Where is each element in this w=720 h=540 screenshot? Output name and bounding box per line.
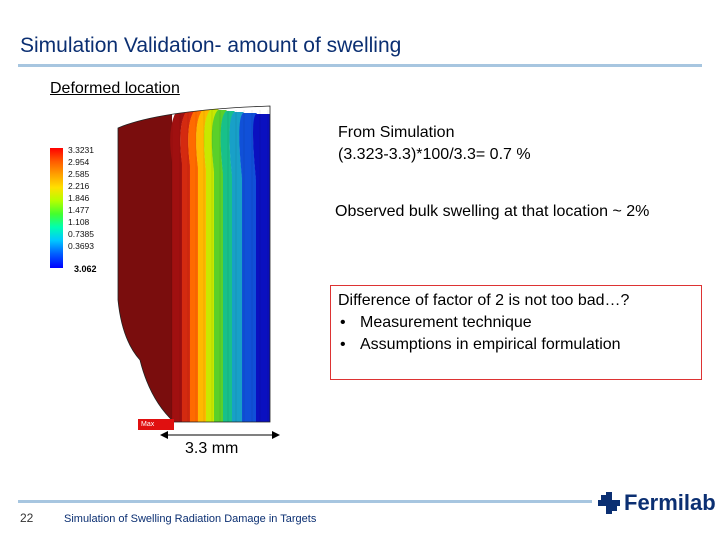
legend-color-bar <box>50 148 63 268</box>
fermilab-logo: Fermilab <box>598 488 716 518</box>
contour-band <box>220 111 235 422</box>
bullet-item: Measurement technique <box>338 312 701 334</box>
difference-heading: Difference of factor of 2 is not too bad… <box>338 292 630 309</box>
legend-labels: 3.3231 2.954 2.585 2.216 1.846 1.477 1.1… <box>68 144 94 252</box>
footer-text: Simulation of Swelling Radiation Damage … <box>64 513 317 525</box>
dimension-label: 3.3 mm <box>185 440 239 457</box>
legend-label: 2.216 <box>68 181 90 191</box>
simulation-line: From Simulation <box>338 124 455 141</box>
page-number: 22 <box>20 511 34 525</box>
footer-divider <box>18 500 592 503</box>
legend-label: 3.3231 <box>68 145 94 155</box>
contour-band <box>239 113 257 422</box>
title-divider <box>18 64 702 67</box>
observed-swelling: Observed bulk swelling at that location … <box>335 203 650 220</box>
contour-band <box>196 108 212 422</box>
difference-box: Difference of factor of 2 is not too bad… <box>330 285 702 380</box>
dimension-arrow <box>160 431 280 439</box>
legend-label: 0.3693 <box>68 241 94 251</box>
simulation-result: From Simulation (3.323-3.3)*100/3.3= 0.7… <box>338 122 531 166</box>
contour-band <box>180 106 198 422</box>
contour-bands <box>118 106 270 422</box>
logo-text: Fermilab <box>624 490 716 515</box>
max-tag: Max <box>138 419 174 430</box>
legend-min-value: 3.062 <box>74 264 97 274</box>
bullet-item: Assumptions in empirical formulation <box>338 334 701 356</box>
legend-label: 1.477 <box>68 205 90 215</box>
legend-label: 0.7385 <box>68 229 94 239</box>
contour-band <box>203 109 219 422</box>
legend-label: 2.585 <box>68 169 90 179</box>
section-subtitle: Deformed location <box>50 80 180 97</box>
contour-band <box>253 114 270 422</box>
fermilab-logo-icon <box>598 492 620 514</box>
legend-label: 1.108 <box>68 217 90 227</box>
legend-label: 1.846 <box>68 193 90 203</box>
contour-band <box>211 110 227 422</box>
contour-band <box>118 106 172 422</box>
simulation-line: (3.323-3.3)*100/3.3= 0.7 % <box>338 146 531 163</box>
contour-band <box>170 106 191 422</box>
simulation-contour-image <box>117 105 271 423</box>
contour-band <box>188 107 205 422</box>
contour-band <box>229 112 244 422</box>
slide-title: Simulation Validation- amount of swellin… <box>20 34 402 57</box>
legend-label: 2.954 <box>68 157 90 167</box>
difference-bullets: Measurement technique Assumptions in emp… <box>338 312 701 356</box>
